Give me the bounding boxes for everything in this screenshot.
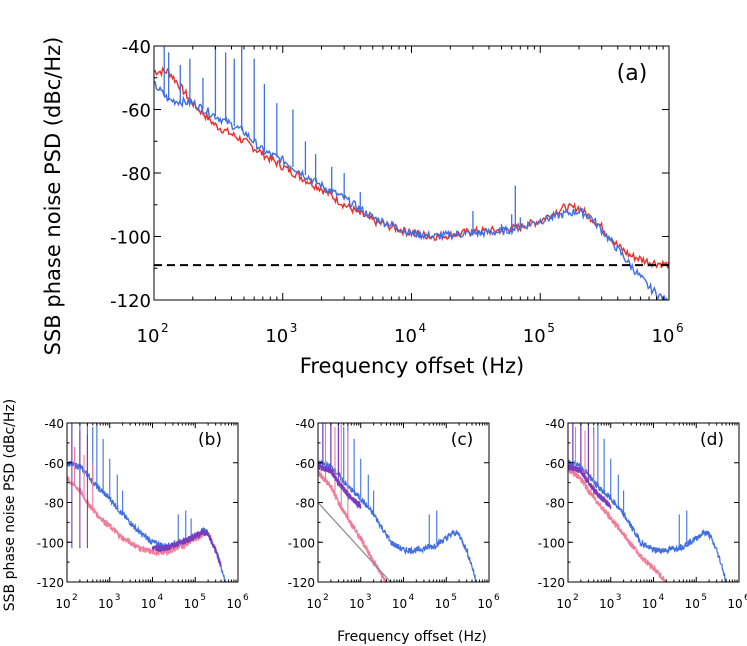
xtick-label-b-4: 10 <box>226 597 241 611</box>
xtick-label-d-4: 10 <box>727 597 742 611</box>
ytick-label-c-3: -60 <box>295 457 315 471</box>
series-line-d-2 <box>568 463 612 510</box>
xtick-exponent-a-1: 3 <box>290 321 298 335</box>
plot-area-c <box>318 423 477 582</box>
xtick-exponent-b-2: 4 <box>158 593 164 603</box>
xtick-label-d-2: 10 <box>642 597 657 611</box>
ytick-label-b-3: -60 <box>44 457 64 471</box>
ytick-label-c-2: -80 <box>295 497 315 511</box>
ytick-label-d-3: -60 <box>545 457 565 471</box>
series-line-c-1 <box>318 469 388 582</box>
series-line-b-0 <box>67 459 226 582</box>
ytick-label-d-0: -120 <box>538 576 565 590</box>
panel-label-a: (a) <box>617 61 648 86</box>
ytick-label-c-4: -40 <box>295 417 315 431</box>
plot-area-d <box>568 423 727 582</box>
ytick-label-c-0: -120 <box>288 576 315 590</box>
ytick-label-d-1: -100 <box>538 536 565 550</box>
xtick-label-c-0: 10 <box>306 597 321 611</box>
series-line-a-1 <box>154 80 668 300</box>
xtick-exponent-a-4: 6 <box>676 321 684 335</box>
ytick-label-b-0: -120 <box>37 576 64 590</box>
xtick-label-c-3: 10 <box>435 597 450 611</box>
series-line-b-2 <box>151 529 222 568</box>
xtick-label-b-0: 10 <box>55 597 70 611</box>
ytick-label-c-1: -100 <box>288 536 315 550</box>
xtick-exponent-a-0: 2 <box>161 321 169 335</box>
xtick-label-b-3: 10 <box>184 597 199 611</box>
xtick-exponent-b-1: 3 <box>115 593 121 603</box>
small-x-axis-label: Frequency offset (Hz) <box>337 629 487 645</box>
xtick-label-b-2: 10 <box>141 597 156 611</box>
xtick-exponent-d-2: 4 <box>659 593 665 603</box>
xtick-exponent-d-0: 2 <box>573 593 579 603</box>
xtick-exponent-a-2: 4 <box>419 321 427 335</box>
xtick-exponent-c-0: 2 <box>323 593 329 603</box>
xtick-label-d-1: 10 <box>599 597 614 611</box>
xtick-exponent-b-0: 2 <box>72 593 78 603</box>
xtick-label-a-4: 10 <box>652 326 675 347</box>
xtick-label-c-4: 10 <box>477 597 492 611</box>
xtick-exponent-d-1: 3 <box>616 593 622 603</box>
xtick-exponent-c-3: 5 <box>451 593 457 603</box>
series-line-c-3 <box>318 502 392 582</box>
xtick-exponent-b-4: 6 <box>243 593 249 603</box>
xtick-label-a-0: 10 <box>137 326 160 347</box>
plot-area-a <box>154 46 669 300</box>
xtick-exponent-a-3: 5 <box>547 321 555 335</box>
xtick-exponent-c-1: 3 <box>366 593 372 603</box>
xtick-label-c-1: 10 <box>349 597 364 611</box>
xtick-exponent-c-4: 6 <box>494 593 500 603</box>
series-line-c-0 <box>318 459 477 582</box>
ytick-label-a-0: -120 <box>110 291 151 312</box>
xtick-label-a-3: 10 <box>523 326 546 347</box>
panel-label-b: (b) <box>198 430 222 450</box>
ytick-label-d-2: -80 <box>545 497 565 511</box>
ytick-label-a-4: -40 <box>122 37 151 58</box>
series-line-d-1 <box>568 466 667 582</box>
xtick-exponent-c-2: 4 <box>409 593 415 603</box>
axes-frame-a <box>153 45 670 301</box>
xtick-label-d-0: 10 <box>556 597 571 611</box>
xtick-exponent-d-4: 6 <box>744 593 747 603</box>
small-y-axis-label: SSB phase noise PSD (dBc/Hz) <box>2 399 18 611</box>
main-x-axis-label: Frequency offset (Hz) <box>300 354 524 378</box>
main-y-axis-label: SSB phase noise PSD (dBc/Hz) <box>41 37 65 356</box>
xtick-label-b-1: 10 <box>98 597 113 611</box>
ytick-label-d-4: -40 <box>545 417 565 431</box>
ytick-label-b-4: -40 <box>44 417 64 431</box>
xtick-exponent-b-3: 5 <box>200 593 206 603</box>
ytick-label-a-3: -60 <box>122 101 151 122</box>
panel-label-c: (c) <box>451 430 474 450</box>
series-line-a-0 <box>154 66 669 269</box>
xtick-label-d-3: 10 <box>685 597 700 611</box>
xtick-exponent-d-3: 5 <box>701 593 707 603</box>
series-line-d-0 <box>568 459 727 582</box>
xtick-label-a-2: 10 <box>394 326 417 347</box>
plot-area-b <box>67 423 226 582</box>
series-line-c-2 <box>318 464 362 510</box>
xtick-label-a-1: 10 <box>265 326 288 347</box>
xtick-label-c-2: 10 <box>392 597 407 611</box>
panel-label-d: (d) <box>700 430 724 450</box>
ytick-label-a-1: -100 <box>110 228 151 249</box>
ytick-label-b-1: -100 <box>37 536 64 550</box>
ytick-label-a-2: -80 <box>122 164 151 185</box>
ytick-label-b-2: -80 <box>44 497 64 511</box>
